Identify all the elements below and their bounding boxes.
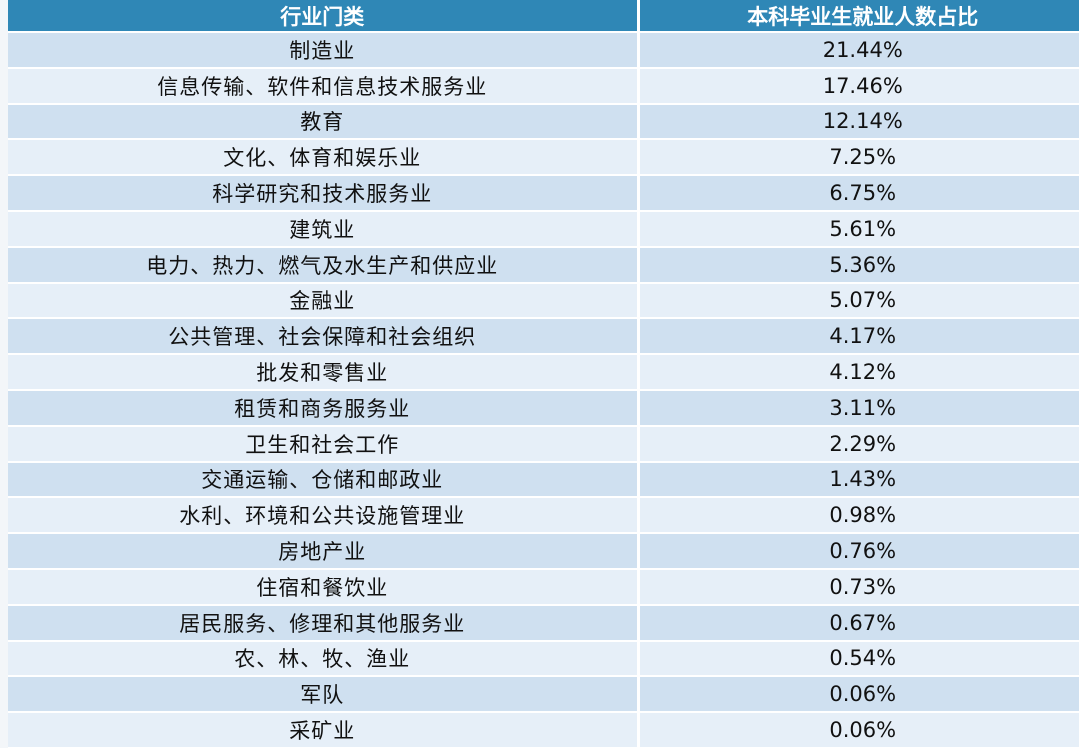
table-row: 文化、体育和娱乐业 7.25% bbox=[8, 139, 1079, 177]
table-row: 军队 0.06% bbox=[8, 676, 1079, 714]
table-row: 租赁和商务服务业 3.11% bbox=[8, 389, 1079, 427]
industry-cell: 采矿业 bbox=[8, 712, 640, 748]
share-cell: 12.14% bbox=[638, 103, 1079, 141]
table-row: 交通运输、仓储和邮政业 1.43% bbox=[8, 461, 1079, 499]
industry-cell: 水利、环境和公共设施管理业 bbox=[8, 497, 640, 535]
industry-cell: 交通运输、仓储和邮政业 bbox=[8, 461, 640, 499]
table-row: 公共管理、社会保障和社会组织 4.17% bbox=[8, 318, 1079, 356]
share-cell: 5.61% bbox=[638, 210, 1079, 248]
industry-cell: 金融业 bbox=[8, 282, 640, 320]
share-cell: 3.11% bbox=[638, 389, 1079, 427]
share-cell: 0.73% bbox=[638, 568, 1079, 606]
share-cell: 6.75% bbox=[638, 175, 1079, 212]
share-cell: 0.06% bbox=[638, 712, 1079, 748]
employment-table: 行业门类 本科毕业生就业人数占比 制造业 21.44% 信息传输、软件和信息技术服务… bbox=[8, 0, 1079, 748]
table-body: 制造业 21.44% 信息传输、软件和信息技术服务业 17.46% 教育 12.14% 文化… bbox=[8, 32, 1079, 748]
table-row: 信息传输、软件和信息技术服务业 17.46% bbox=[8, 67, 1079, 105]
share-cell: 4.12% bbox=[638, 354, 1079, 391]
share-cell: 21.44% bbox=[638, 32, 1079, 69]
industry-cell: 农、林、牧、渔业 bbox=[8, 640, 640, 678]
share-cell: 4.17% bbox=[638, 318, 1079, 356]
industry-cell: 房地产业 bbox=[8, 533, 640, 570]
header-share: 本科毕业生就业人数占比 bbox=[638, 0, 1079, 33]
share-cell: 0.98% bbox=[638, 497, 1079, 535]
industry-cell: 卫生和社会工作 bbox=[8, 425, 640, 463]
industry-cell: 电力、热力、燃气及水生产和供应业 bbox=[8, 246, 640, 284]
table-row: 科学研究和技术服务业 6.75% bbox=[8, 175, 1079, 212]
table-row: 建筑业 5.61% bbox=[8, 210, 1079, 248]
left-edge bbox=[0, 0, 8, 748]
table-row: 金融业 5.07% bbox=[8, 282, 1079, 320]
table-row: 居民服务、修理和其他服务业 0.67% bbox=[8, 604, 1079, 642]
table-row: 水利、环境和公共设施管理业 0.98% bbox=[8, 497, 1079, 535]
industry-cell: 批发和零售业 bbox=[8, 354, 640, 391]
industry-cell: 建筑业 bbox=[8, 210, 640, 248]
share-cell: 1.43% bbox=[638, 461, 1079, 499]
industry-cell: 文化、体育和娱乐业 bbox=[8, 139, 640, 177]
table-row: 房地产业 0.76% bbox=[8, 533, 1079, 570]
share-cell: 7.25% bbox=[638, 139, 1079, 177]
industry-cell: 科学研究和技术服务业 bbox=[8, 175, 640, 212]
header-industry: 行业门类 bbox=[8, 0, 640, 33]
share-cell: 0.76% bbox=[638, 533, 1079, 570]
industry-cell: 制造业 bbox=[8, 32, 640, 69]
industry-cell: 信息传输、软件和信息技术服务业 bbox=[8, 67, 640, 105]
table-row: 教育 12.14% bbox=[8, 103, 1079, 141]
table-row: 住宿和餐饮业 0.73% bbox=[8, 568, 1079, 606]
industry-cell: 居民服务、修理和其他服务业 bbox=[8, 604, 640, 642]
table-row: 电力、热力、燃气及水生产和供应业 5.36% bbox=[8, 246, 1079, 284]
share-cell: 17.46% bbox=[638, 67, 1079, 105]
table-row: 农、林、牧、渔业 0.54% bbox=[8, 640, 1079, 678]
industry-cell: 军队 bbox=[8, 676, 640, 714]
industry-cell: 教育 bbox=[8, 103, 640, 141]
table-row: 制造业 21.44% bbox=[8, 32, 1079, 69]
share-cell: 5.07% bbox=[638, 282, 1079, 320]
table-row: 卫生和社会工作 2.29% bbox=[8, 425, 1079, 463]
table-row: 采矿业 0.06% bbox=[8, 712, 1079, 748]
share-cell: 0.67% bbox=[638, 604, 1079, 642]
industry-cell: 住宿和餐饮业 bbox=[8, 568, 640, 606]
share-cell: 2.29% bbox=[638, 425, 1079, 463]
share-cell: 0.54% bbox=[638, 640, 1079, 678]
table-header-row: 行业门类 本科毕业生就业人数占比 bbox=[8, 0, 1079, 33]
table-row: 批发和零售业 4.12% bbox=[8, 354, 1079, 391]
industry-cell: 公共管理、社会保障和社会组织 bbox=[8, 318, 640, 356]
share-cell: 5.36% bbox=[638, 246, 1079, 284]
industry-cell: 租赁和商务服务业 bbox=[8, 389, 640, 427]
share-cell: 0.06% bbox=[638, 676, 1079, 714]
